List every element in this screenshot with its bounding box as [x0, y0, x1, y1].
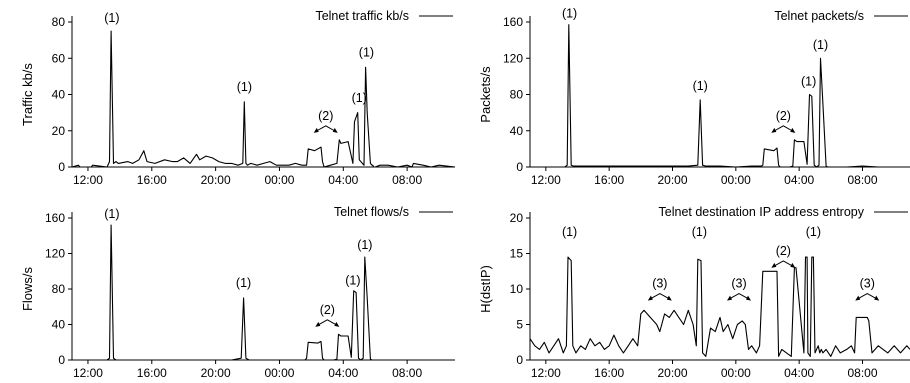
annotation-label: (1): [104, 207, 119, 221]
y-tick-label: 40: [52, 88, 66, 102]
series-line-packets: [530, 24, 910, 168]
annotation-label: (1): [345, 274, 360, 288]
series-line-entropy: [529, 256, 910, 357]
y-tick-label: 0: [58, 160, 65, 174]
x-tick-label: 12:00: [73, 173, 103, 187]
x-tick-label: 12:00: [531, 366, 561, 380]
annotation-arrow: [316, 125, 335, 132]
annotation-arrow: [650, 293, 670, 300]
x-tick-label: 12:00: [73, 366, 103, 380]
y-tick-label: 15: [510, 247, 524, 261]
legend-label: Telnet flows/s: [334, 205, 409, 219]
y-tick-label: 160: [503, 15, 523, 29]
annotation-label: (1): [693, 79, 708, 93]
annotation-arrowheads: [771, 127, 796, 133]
x-tick-label: 12:00: [531, 173, 561, 187]
annotation-arrow: [858, 293, 877, 300]
y-tick-label: 10: [510, 282, 524, 296]
annotation-label: (1): [562, 225, 577, 239]
x-tick-label: 08:00: [847, 173, 877, 187]
annotation-label: (3): [731, 277, 746, 291]
annotation-arrowheads: [313, 127, 338, 133]
annotation-arrow: [774, 125, 793, 132]
annotation-label: (2): [776, 109, 791, 123]
x-tick-label: 16:00: [594, 366, 624, 380]
annotation-label: (1): [801, 74, 816, 88]
panel-traffic: 0 20 40 60 80 12:00 16:00 20:00 00:00 04:00 08:00 T…: [20, 9, 456, 187]
annotation-arrowheads: [771, 262, 796, 268]
panel-flows: 0 40 80 120 160 12:00 16:00 20:00 00:00 04:00 08:0…: [20, 205, 455, 380]
y-tick-label: 120: [45, 247, 65, 261]
legend-label: Telnet destination IP address entropy: [659, 205, 865, 219]
x-tick-label: 04:00: [328, 173, 358, 187]
annotation-label: (1): [357, 238, 372, 252]
annotation-label: (1): [806, 225, 821, 239]
annotation-arrowheads: [855, 295, 880, 301]
annotation-label: (1): [359, 45, 374, 59]
annotation-arrowheads: [315, 321, 340, 327]
x-tick-label: 16:00: [594, 173, 624, 187]
annotation-arrowheads: [727, 295, 751, 301]
series-line-flows: [72, 224, 455, 361]
x-tick-label: 08:00: [392, 366, 422, 380]
y-tick-label: 0: [516, 160, 523, 174]
x-tick-label: 08:00: [847, 366, 877, 380]
x-tick-label: 04:00: [784, 173, 814, 187]
x-tick-label: 08:00: [392, 173, 422, 187]
annotation-label: (1): [237, 80, 252, 94]
y-tick-label: 80: [52, 15, 66, 29]
annotation-label: (1): [692, 225, 707, 239]
annotation-label: (1): [352, 91, 367, 105]
series-line-traffic: [71, 30, 456, 168]
y-axis-label: H(dstIP): [478, 265, 493, 313]
x-tick-label: 20:00: [201, 173, 231, 187]
y-tick-label: 0: [516, 353, 523, 367]
y-tick-label: 120: [503, 51, 523, 65]
panel-packets: 0 40 80 120 160 12:00 16:00 20:00 00:00 04:00 08:0…: [478, 6, 910, 187]
annotation-label: (1): [104, 11, 119, 25]
x-tick-label: 20:00: [657, 173, 687, 187]
annotation-label: (3): [652, 277, 667, 291]
y-tick-label: 40: [52, 318, 66, 332]
annotation-label: (3): [860, 277, 875, 291]
x-tick-label: 16:00: [137, 173, 167, 187]
x-tick-label: 16:00: [137, 366, 167, 380]
y-tick-label: 20: [52, 124, 66, 138]
y-axis-label: Packets/s: [478, 66, 493, 123]
annotation-label: (2): [320, 303, 335, 317]
x-tick-label: 00:00: [264, 173, 294, 187]
x-tick-label: 20:00: [201, 366, 231, 380]
annotation-label: (2): [318, 109, 333, 123]
annotation-label: (1): [813, 38, 828, 52]
annotation-arrow: [774, 260, 793, 267]
y-tick-label: 80: [52, 282, 66, 296]
y-tick-label: 60: [52, 51, 66, 65]
annotation-label: (2): [776, 244, 791, 258]
x-tick-label: 20:00: [657, 366, 687, 380]
annotation-arrow: [318, 319, 337, 326]
y-axis-label: Traffic kb/s: [20, 63, 35, 126]
y-axis-label: Flows/s: [20, 266, 35, 311]
x-tick-label: 04:00: [328, 366, 358, 380]
x-tick-label: 04:00: [784, 366, 814, 380]
annotation-arrow: [729, 293, 749, 300]
panel-entropy: 0 5 10 15 20 12:00 16:00 20:00 00:00 04:00 08:00 H(…: [478, 205, 910, 380]
annotation-label: (1): [236, 276, 251, 290]
x-tick-label: 00:00: [721, 366, 751, 380]
x-tick-label: 00:00: [721, 173, 751, 187]
annotation-arrowheads: [647, 295, 672, 301]
y-tick-label: 0: [58, 353, 65, 367]
y-tick-label: 20: [510, 211, 524, 225]
y-tick-label: 160: [45, 211, 65, 225]
y-tick-label: 5: [516, 318, 523, 332]
legend-label: Telnet traffic kb/s: [315, 9, 409, 23]
annotation-label: (1): [562, 6, 577, 20]
legend-label: Telnet packets/s: [774, 9, 864, 23]
y-tick-label: 80: [510, 88, 524, 102]
x-tick-label: 00:00: [264, 366, 294, 380]
y-tick-label: 40: [510, 124, 524, 138]
